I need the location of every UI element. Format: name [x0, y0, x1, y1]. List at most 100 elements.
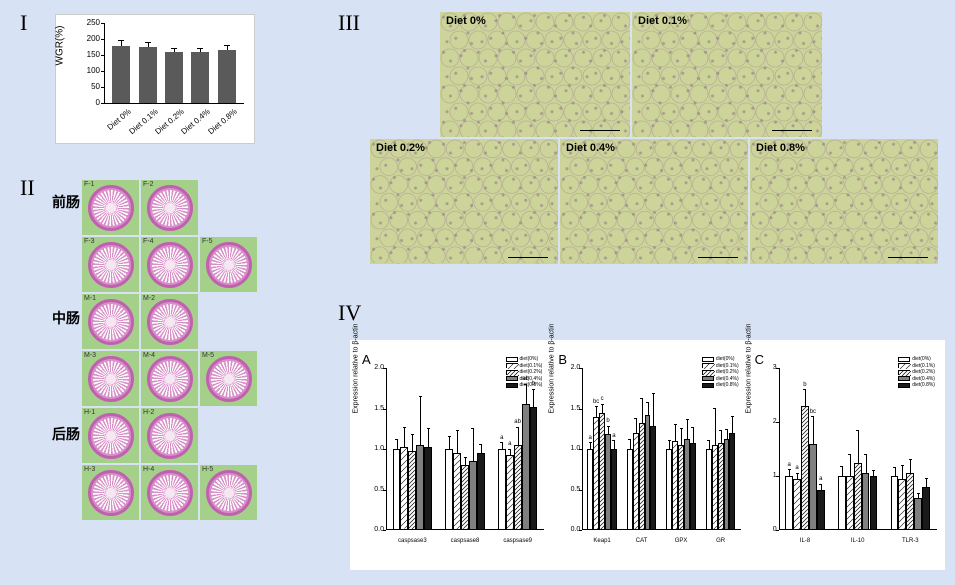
intestine-cross-section: H-4 — [141, 465, 198, 520]
expression-bar — [408, 451, 416, 530]
expression-bar — [416, 445, 424, 530]
significance-letter: a — [609, 433, 619, 439]
expression-bar — [650, 426, 656, 530]
subchart-xtick: caspsase8 — [439, 538, 492, 544]
panel-iv-expression: AExpression relative to β-actindiet(0%)d… — [350, 340, 945, 570]
hist-section-label: 前肠 — [52, 192, 80, 212]
expression-bar — [922, 487, 930, 530]
intestine-cross-section: H-3 — [82, 465, 139, 520]
expression-bar — [854, 463, 862, 531]
subchart-ytick: 0.0 — [568, 526, 580, 533]
expression-bar — [498, 449, 506, 530]
scale-bar — [772, 130, 812, 131]
subchart-ytick: 0.5 — [372, 486, 384, 493]
liver-label: Diet 0.8% — [756, 142, 805, 154]
expression-bar — [514, 445, 522, 530]
expression-bar — [891, 476, 899, 530]
subchart-ytick: 3 — [765, 364, 777, 371]
subchart-ylabel: Expression relative to β-actin — [353, 323, 360, 413]
hist-img-label: H-5 — [202, 466, 213, 473]
subchart-ytick: 1.0 — [568, 445, 580, 452]
expression-bar — [461, 465, 469, 530]
intestine-cross-section: H-1 — [82, 408, 139, 463]
subchart-plot: caspsase3caspsase8caspsase9aaababb — [386, 368, 544, 530]
wgr-bar-chart: WGR(%) 050100150200250 Diet 0%Diet 0.1%D… — [56, 15, 254, 143]
liver-histology-image: Diet 0.8% — [750, 139, 938, 264]
chart1-bar — [191, 52, 209, 103]
scale-bar — [580, 130, 620, 131]
subchart-ytick: 0.5 — [568, 486, 580, 493]
chart1-bar — [112, 46, 130, 103]
subchart-ytick: 1.5 — [372, 405, 384, 412]
expression-bar — [400, 447, 408, 530]
expression-subchart: CExpression relative to β-actindiet(0%)d… — [747, 350, 941, 560]
intestine-cross-section: M-1 — [82, 294, 139, 349]
liver-histology-image: Diet 0.4% — [560, 139, 748, 264]
panel-i-chart: WGR(%) 050100150200250 Diet 0%Diet 0.1%D… — [55, 14, 255, 144]
expression-bar — [393, 449, 401, 530]
subchart-plot: IL-8aabbcaIL-10TLR-3 — [779, 368, 937, 530]
significance-letter: bc — [807, 409, 819, 415]
chart1-ytick: 200 — [84, 34, 100, 43]
expression-subchart: BExpression relative to β-actindiet(0%)d… — [550, 350, 744, 560]
liver-histology-image: Diet 0.2% — [370, 139, 558, 264]
panel-ii-histology: 前肠F-1F-2F-3F-4F-5中肠M-1M-2M-3M-4M-5后肠H-1H… — [52, 180, 262, 522]
subchart-ytick: 0.0 — [372, 526, 384, 533]
liver-label: Diet 0.1% — [638, 15, 687, 27]
panel-iv-label: IV — [338, 300, 361, 326]
scale-bar — [698, 257, 738, 258]
expression-bar — [817, 490, 825, 531]
subchart-xtick: GPX — [661, 538, 701, 544]
subchart-plot: Keap1abccbaCATGPXGR — [582, 368, 740, 530]
chart1-x-axis — [104, 103, 244, 104]
expression-bar — [477, 453, 485, 530]
expression-bar — [793, 479, 801, 530]
expression-bar — [729, 433, 735, 530]
expression-bar — [506, 455, 514, 530]
intestine-cross-section: F-1 — [82, 180, 139, 235]
liver-label: Diet 0% — [446, 15, 486, 27]
intestine-cross-section: M-2 — [141, 294, 198, 349]
subchart-ylabel: Expression relative to β-actin — [745, 323, 752, 413]
expression-bar — [870, 476, 878, 530]
intestine-cross-section: F-2 — [141, 180, 198, 235]
intestine-cross-section: H-2 — [141, 408, 198, 463]
expression-bar — [809, 444, 817, 530]
chart1-ytick: 50 — [84, 82, 100, 91]
intestine-cross-section: F-3 — [82, 237, 139, 292]
chart1-ytick: 0 — [84, 98, 100, 107]
subchart-label: A — [362, 352, 371, 367]
hist-img-label: H-2 — [143, 409, 154, 416]
subchart-label: C — [755, 352, 764, 367]
intestine-cross-section: H-5 — [200, 465, 257, 520]
panel-iii-label: III — [338, 10, 360, 36]
chart1-ytick: 100 — [84, 66, 100, 75]
expression-bar — [453, 453, 461, 530]
scale-bar — [888, 257, 928, 258]
chart1-ylabel: WGR(%) — [55, 26, 66, 66]
hist-img-label: H-3 — [84, 466, 95, 473]
subchart-xtick: IL-8 — [779, 538, 832, 544]
subchart-ylabel: Expression relative to β-actin — [549, 323, 556, 413]
expression-bar — [898, 479, 906, 530]
chart1-bar — [165, 52, 183, 103]
expression-bar — [838, 476, 846, 530]
subchart-xtick: TLR-3 — [884, 538, 937, 544]
significance-letter: a — [496, 435, 508, 441]
expression-subchart: AExpression relative to β-actindiet(0%)d… — [354, 350, 548, 560]
expression-bar — [785, 476, 793, 530]
chart1-bar — [139, 47, 157, 103]
intestine-cross-section: M-3 — [82, 351, 139, 406]
subchart-xtick: CAT — [622, 538, 662, 544]
scale-bar — [508, 257, 548, 258]
expression-bar — [690, 443, 696, 530]
chart1-ytick: 150 — [84, 50, 100, 59]
expression-bar — [906, 473, 914, 530]
significance-letter: b — [603, 418, 613, 424]
subchart-ytick: 1.5 — [568, 405, 580, 412]
expression-bar — [530, 407, 538, 530]
subchart-ytick: 1.0 — [372, 445, 384, 452]
liver-histology-image: Diet 0% — [440, 12, 630, 137]
expression-bar — [522, 404, 530, 530]
subchart-ytick: 2.0 — [372, 364, 384, 371]
